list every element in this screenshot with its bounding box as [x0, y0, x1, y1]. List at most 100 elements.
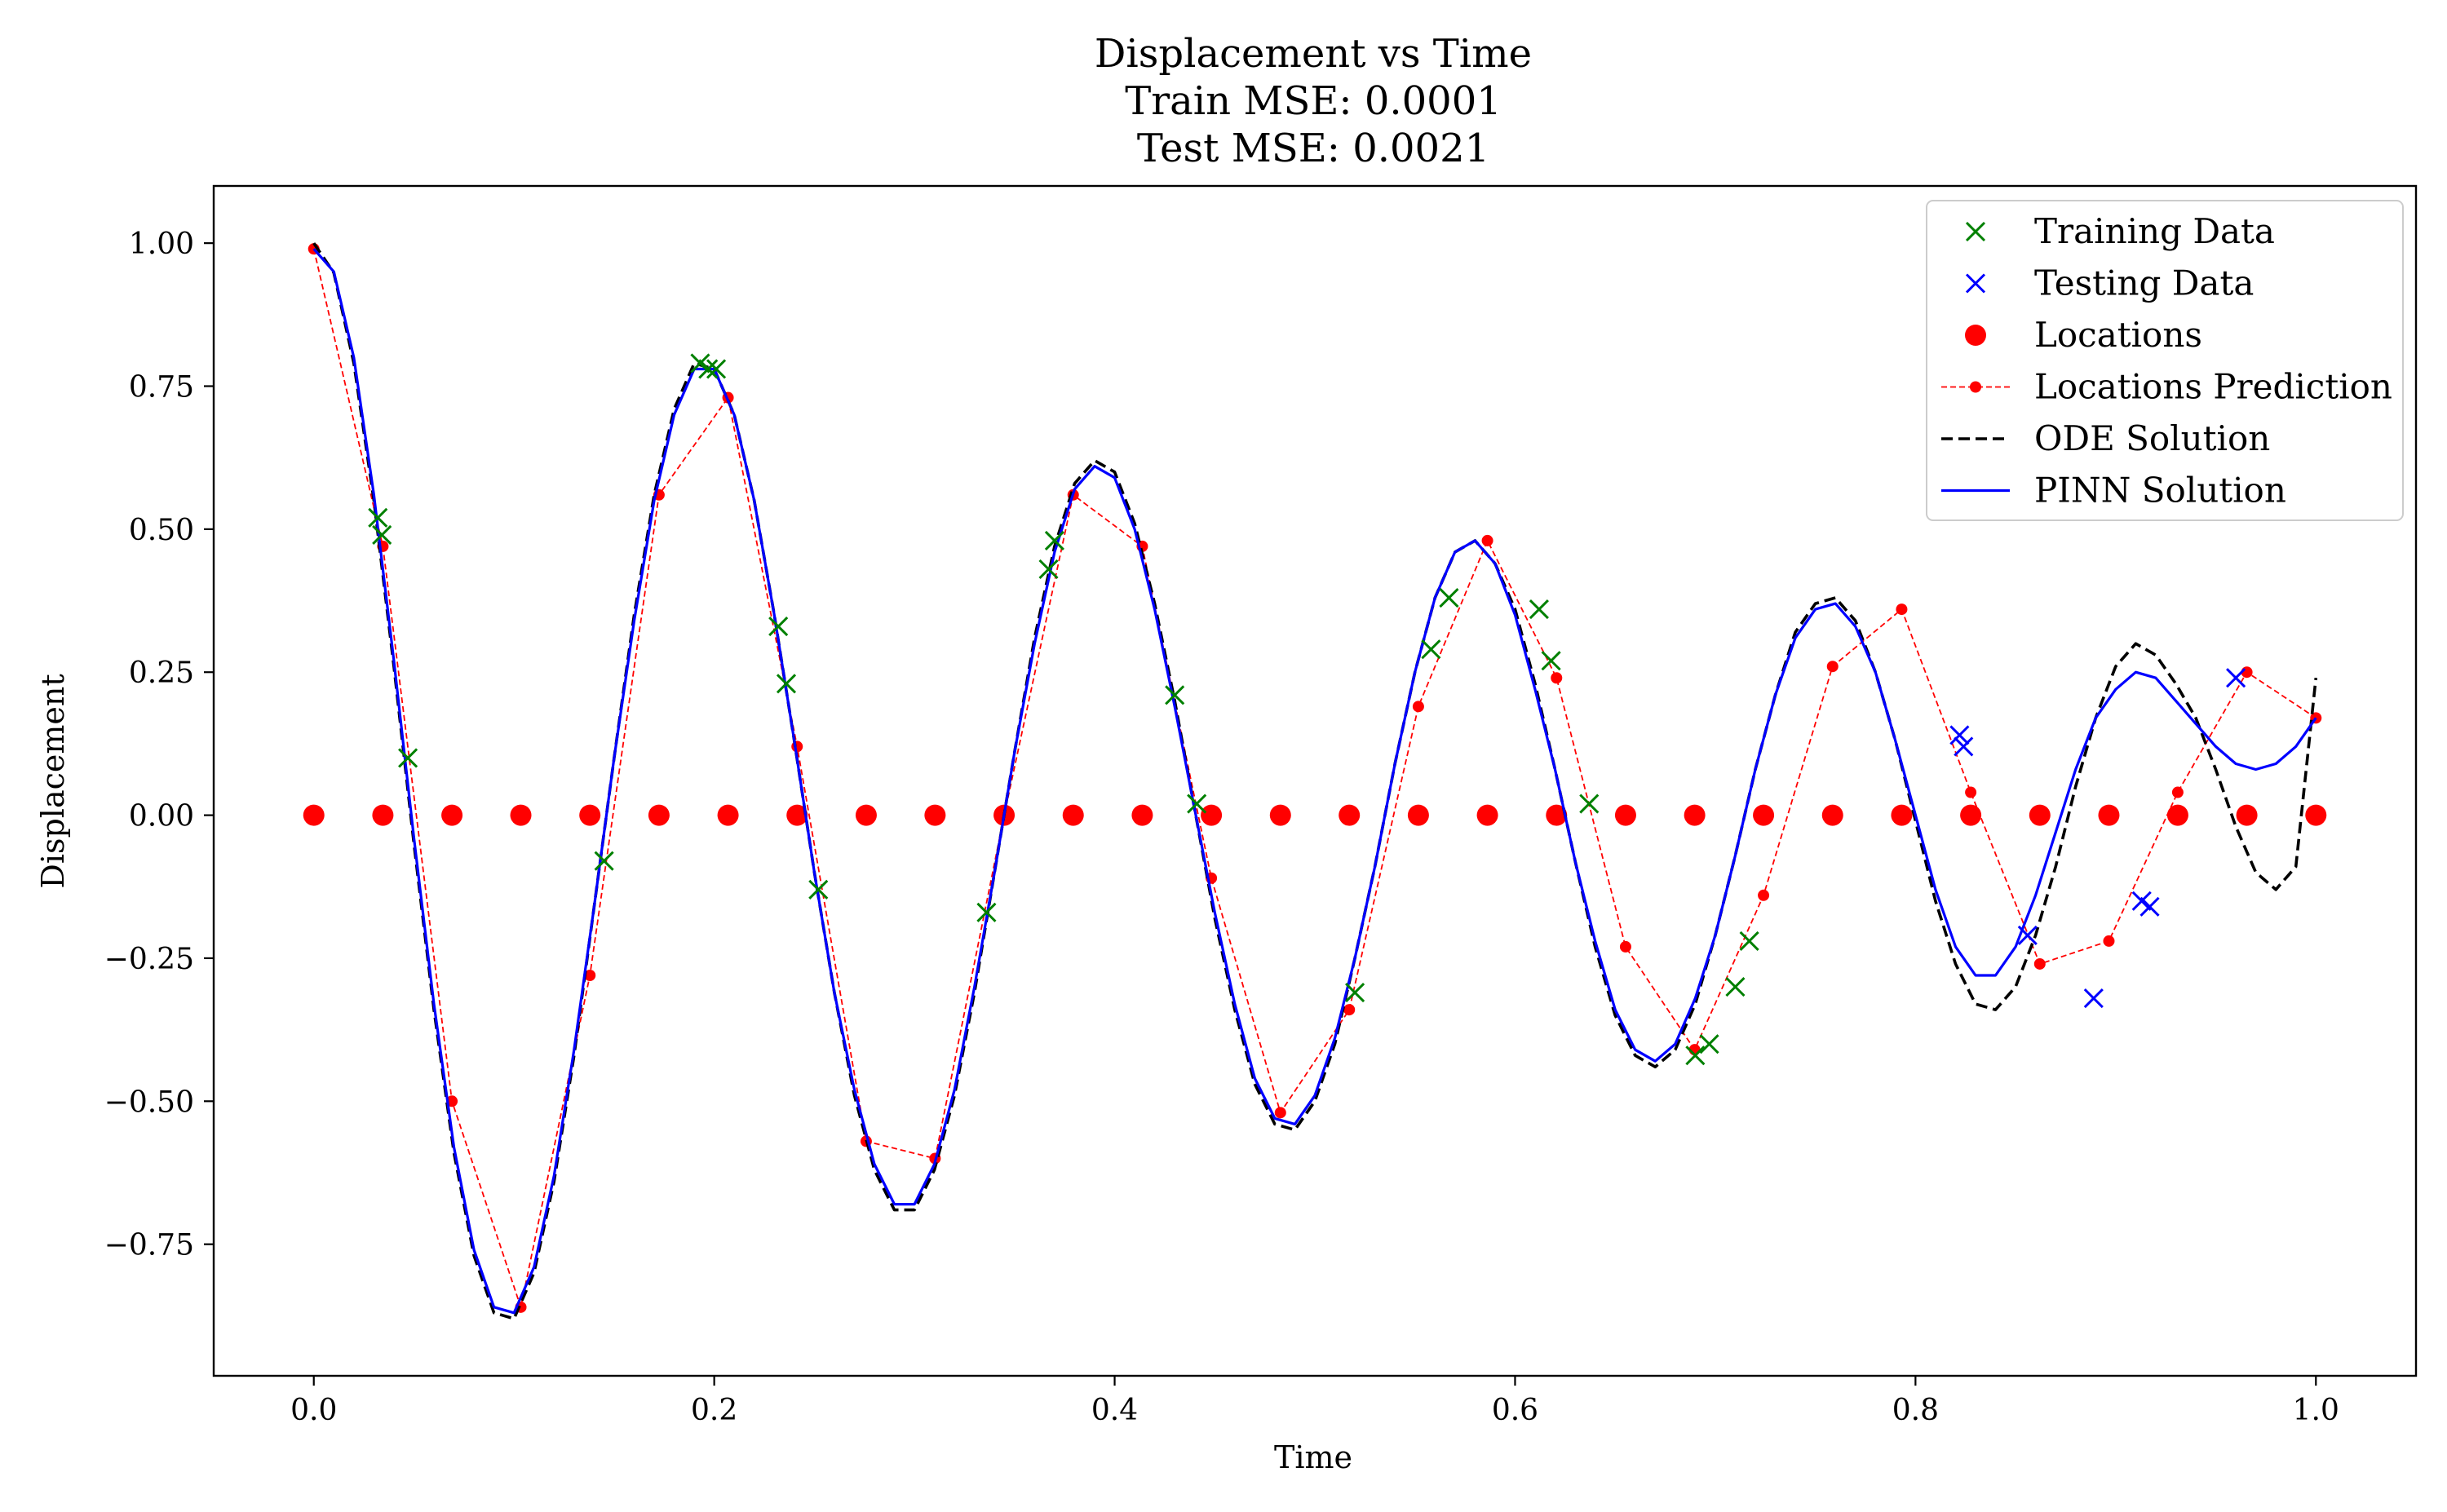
location-prediction-point: [1481, 534, 1493, 546]
training-point-stroke-b: [1529, 599, 1549, 620]
y-tick-label: 0.00: [129, 800, 194, 833]
training-point-stroke-b: [690, 353, 710, 374]
testing-point-stroke-b: [1954, 736, 1974, 757]
training-point-stroke-b: [698, 359, 719, 379]
training-point: [398, 748, 418, 768]
testing-point-stroke-b: [2017, 925, 2038, 945]
legend-label: Locations Prediction: [2034, 367, 2392, 407]
location-prediction-point: [1826, 661, 1839, 673]
location-point: [2305, 804, 2327, 826]
training-point: [1725, 976, 1746, 997]
legend-item: ODE Solution: [1941, 418, 2270, 458]
training-point-stroke-b: [1439, 587, 1459, 608]
training-point-stroke-b: [398, 748, 418, 768]
testing-point: [2226, 668, 2246, 688]
location-point: [717, 804, 739, 826]
training-point: [1439, 587, 1459, 608]
training-point-stroke-b: [1187, 794, 1207, 814]
location-prediction-point: [1274, 1107, 1286, 1119]
training-point-stroke-b: [1421, 639, 1441, 660]
legend-label: ODE Solution: [2034, 418, 2270, 458]
training-point: [1038, 559, 1059, 580]
x-tick-label: 0.2: [691, 1394, 737, 1427]
location-point: [303, 804, 325, 826]
location-prediction-point: [1965, 786, 1977, 798]
location-prediction-point: [1758, 889, 1770, 901]
training-point: [698, 359, 719, 379]
location-prediction-point: [1896, 603, 1908, 616]
legend-label: PINN Solution: [2034, 471, 2286, 511]
location-point: [1062, 804, 1084, 826]
legend-item: PINN Solution: [1941, 471, 2286, 511]
training-point: [368, 507, 388, 528]
legend-label: Testing Data: [2034, 263, 2254, 303]
training-point-stroke-b: [1165, 685, 1185, 705]
training-point-stroke-b: [768, 617, 789, 637]
legend: Training Data Testing Data Locations Locati…: [1926, 200, 2404, 521]
training-point: [1345, 982, 1365, 1003]
legend-item: Testing Data: [1965, 263, 2254, 303]
training-point: [594, 851, 614, 871]
training-point: [808, 879, 829, 900]
location-prediction-point: [1412, 701, 1424, 713]
training-point: [1165, 685, 1185, 705]
location-point: [1269, 804, 1291, 826]
location-point: [648, 804, 670, 826]
location-point: [510, 804, 532, 826]
training-point: [768, 617, 789, 637]
legend-item: Locations Prediction: [1941, 367, 2392, 407]
y-tick-label: −0.75: [104, 1229, 194, 1262]
x-tick-label: 0.0: [290, 1394, 337, 1427]
training-point: [1529, 599, 1549, 620]
x-tick-label: 0.4: [1091, 1394, 1138, 1427]
testing-point-stroke-b: [2226, 668, 2246, 688]
location-prediction-point: [2103, 935, 2115, 947]
training-point-stroke-b: [1725, 976, 1746, 997]
series-line-pinn-solution: [312, 248, 2317, 1315]
testing-point-stroke-b: [2131, 891, 2152, 911]
title-line-2: Train MSE: 0.0001: [1125, 78, 1502, 124]
y-tick-label: 0.75: [129, 371, 194, 405]
title-line-1: Displacement vs Time: [1095, 31, 1532, 77]
y-tick-label: −0.25: [104, 943, 194, 976]
axes-frame: [212, 184, 2418, 1377]
y-tick-label: 0.50: [129, 514, 194, 547]
y-tick-label: 0.25: [129, 657, 194, 690]
training-point: [372, 524, 392, 545]
location-prediction-point: [1619, 940, 1631, 953]
training-point-stroke-b: [1699, 1034, 1719, 1054]
training-point-stroke-b: [706, 359, 727, 379]
location-point: [1684, 804, 1706, 826]
training-point: [1541, 651, 1561, 671]
training-point-stroke-b: [776, 674, 797, 694]
training-point: [690, 353, 710, 374]
testing-point: [1954, 736, 1974, 757]
training-point: [1044, 530, 1064, 550]
training-point: [1739, 931, 1759, 951]
testing-point-stroke-b: [1949, 725, 1970, 745]
training-point-stroke-b: [1345, 982, 1365, 1003]
legend-small-dot: [1970, 381, 1981, 393]
legend-item: Locations: [1965, 315, 2202, 355]
legend-label: Locations: [2034, 315, 2202, 355]
training-point-stroke-b: [808, 879, 829, 900]
location-point: [372, 804, 394, 826]
legend-frame: [1926, 200, 2404, 521]
location-point: [2236, 804, 2258, 826]
location-point: [1339, 804, 1361, 826]
testing-point: [1949, 725, 1970, 745]
x-tick-label: 0.8: [1892, 1394, 1939, 1427]
location-prediction-point: [584, 969, 596, 981]
title-line-3: Test MSE: 0.0021: [1137, 126, 1489, 171]
training-point-stroke-b: [1541, 651, 1561, 671]
location-point: [1131, 804, 1153, 826]
training-point-stroke-b: [594, 851, 614, 871]
x-axis-label: Time: [1274, 1439, 1352, 1475]
training-point-stroke-b: [1038, 559, 1059, 580]
training-point-stroke-b: [976, 902, 997, 922]
testing-point-stroke-b: [2139, 896, 2160, 917]
training-point-stroke-b: [1685, 1046, 1706, 1066]
training-point-stroke-b: [368, 507, 388, 528]
legend-x-marker-stroke-b: [1965, 221, 1986, 242]
